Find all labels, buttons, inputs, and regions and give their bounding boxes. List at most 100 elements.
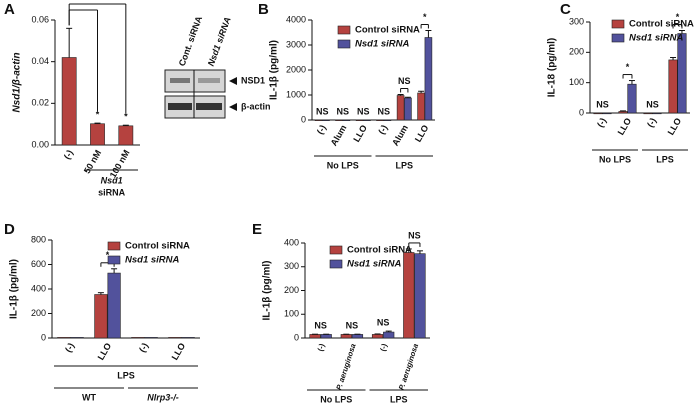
legend-swatch: [107, 241, 121, 251]
legend-label: Nsd1 siRNA: [629, 33, 684, 44]
x-tick-label: LLO: [413, 123, 431, 144]
y-tick-label: 4000: [286, 14, 306, 24]
bar: [131, 337, 145, 339]
bar: [94, 294, 108, 339]
legend-label: Control siRNA: [355, 25, 420, 36]
annotation: NS: [398, 76, 411, 86]
bar: [403, 252, 415, 339]
band: [196, 103, 222, 110]
panel-label: E: [252, 221, 262, 238]
y-tick-label: 0.00: [31, 139, 49, 149]
panel-label: D: [4, 221, 15, 238]
x-tick-label: LLO: [616, 116, 634, 137]
y-tick-label: 400: [31, 283, 46, 293]
x-tick-label: (-): [137, 341, 150, 354]
x-tick-label: (-): [315, 123, 328, 136]
bar: [70, 337, 84, 339]
band: [198, 78, 220, 83]
annotation: NS: [596, 99, 609, 109]
bar: [181, 337, 195, 339]
annotation: NS: [646, 99, 659, 109]
annotation: NS: [346, 321, 359, 331]
bar: [404, 97, 412, 121]
bar: [355, 119, 364, 121]
y-tick-label: 800: [31, 234, 46, 244]
y-tick-label: 100: [284, 309, 299, 319]
group-label: LPS: [656, 154, 674, 164]
x-tick-label: Alum: [390, 123, 410, 147]
legend-label: Nsd1 siRNA: [125, 255, 180, 266]
annotation: NS: [316, 106, 329, 116]
y-tick-label: 600: [31, 259, 46, 269]
x-tick-label: (-): [62, 148, 75, 161]
panel-label: B: [258, 1, 269, 18]
annotation: *: [96, 110, 100, 120]
y-axis-title: IL-18 (pg/ml): [547, 38, 558, 97]
bar: [309, 334, 321, 339]
y-axis-title: IL-1β (pg/ml): [262, 261, 273, 321]
y-tick-label: 0.04: [31, 56, 49, 66]
bar: [383, 119, 392, 121]
y-axis-title: IL-1β (pg/ml): [269, 40, 280, 100]
x-tick-label: 50 nM: [82, 148, 103, 175]
x-tick-label: P. aeruginosa: [334, 342, 357, 391]
y-tick-label: 200: [569, 47, 584, 57]
x-tick-label: (-): [316, 342, 327, 352]
x-tick-label: LLO: [170, 341, 188, 362]
blot-box: [164, 95, 226, 119]
bar: [627, 83, 637, 114]
band-label: β-actin: [241, 101, 271, 111]
annotation: NS: [314, 321, 327, 331]
bar: [376, 119, 384, 121]
group-label: No LPS: [320, 394, 352, 404]
bar: [668, 59, 678, 114]
annotation: NS: [357, 106, 370, 116]
arrow: [229, 77, 237, 85]
x-tick-label: LLO: [96, 341, 114, 362]
lane-label: Nsd1 siRNA: [206, 16, 233, 68]
x-tick-label: (-): [595, 116, 608, 129]
bar: [424, 37, 433, 121]
legend-swatch: [611, 33, 625, 43]
x-tick-label: (-): [63, 341, 76, 354]
bar: [118, 125, 134, 146]
bar: [340, 334, 352, 339]
legend-swatch: [337, 39, 351, 49]
western-blot: NSD1 β-actin Cont. siRNA Nsd1 siRNA: [164, 14, 271, 119]
y-tick-label: 0.06: [31, 14, 49, 24]
bar: [144, 337, 158, 339]
annotation: *: [124, 112, 128, 122]
legend-label: Control siRNA: [125, 241, 190, 252]
bar: [107, 272, 121, 339]
bar: [61, 57, 77, 146]
bar: [414, 253, 426, 339]
y-tick-label: 200: [31, 308, 46, 318]
legend-label: Nsd1 siRNA: [347, 259, 402, 270]
bar: [363, 119, 371, 121]
legend-swatch: [337, 25, 351, 35]
x-tick-label: (-): [378, 342, 389, 352]
bar: [643, 112, 653, 115]
group-label: WT: [82, 392, 96, 402]
bar: [383, 331, 395, 339]
y-tick-label: 0.02: [31, 98, 49, 108]
legend-swatch: [329, 259, 343, 269]
legend-swatch: [329, 245, 343, 255]
annotation: NS: [408, 230, 421, 240]
y-tick-label: 0: [301, 114, 306, 124]
annotation: NS: [336, 106, 349, 116]
bar: [351, 334, 364, 339]
bar: [417, 92, 425, 121]
x-tick-label: (-): [645, 116, 658, 129]
y-tick-label: 2000: [286, 64, 306, 74]
group-label: LPS: [390, 394, 408, 404]
panel-label: A: [4, 1, 15, 18]
y-axis-title: IL-1β (pg/ml): [9, 259, 20, 319]
bar: [322, 119, 330, 121]
bar: [342, 119, 351, 121]
bar: [168, 337, 182, 339]
annotation: *: [626, 62, 630, 72]
group-label: Nlrp3-/-: [147, 392, 179, 402]
x-tick-label: P. aeruginosa: [397, 342, 420, 391]
